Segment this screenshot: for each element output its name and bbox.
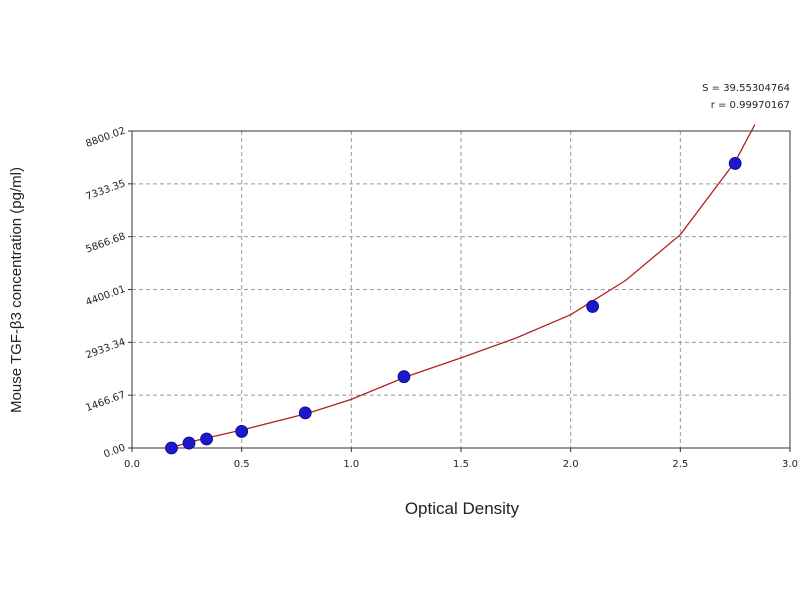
data-point (182, 436, 196, 450)
data-points (165, 157, 742, 455)
x-axis-label: Optical Density (405, 499, 520, 518)
y-tick-label: 8800.02 (84, 125, 127, 149)
data-point (586, 300, 599, 313)
x-tick-label: 0.5 (234, 459, 250, 470)
x-tick-label: 3.0 (782, 459, 798, 470)
y-tick-label: 5866.68 (84, 231, 127, 255)
y-axis-label: Mouse TGF-β3 concentration (pg/ml) (8, 167, 25, 413)
x-tick-label: 0.0 (124, 459, 140, 470)
data-point (728, 157, 742, 170)
stat-s-label: S = 39.55304764 (702, 83, 790, 94)
stat-r-label: r = 0.99970167 (711, 100, 790, 111)
y-tick-label: 1466.67 (84, 390, 127, 414)
x-tick-label: 2.0 (563, 459, 579, 470)
data-point (397, 370, 411, 384)
y-tick-label: 0.00 (102, 442, 127, 460)
x-tick-label: 1.5 (453, 459, 469, 470)
y-tick-label: 4400.01 (84, 284, 127, 308)
data-point (200, 432, 213, 446)
y-tick-label: 2933.34 (84, 337, 127, 361)
y-ticks: 0.00 1466.67 2933.34 4400.01 5866.68 7333.35 8… (84, 125, 132, 460)
x-tick-label: 1.0 (343, 459, 359, 470)
fit-curve-layer (166, 124, 756, 448)
data-point (298, 406, 312, 420)
fit-curve-line (166, 124, 756, 448)
data-point (165, 441, 178, 455)
grid (132, 131, 790, 448)
y-tick-label: 7333.35 (84, 178, 127, 202)
data-point (235, 425, 249, 438)
x-tick-label: 2.5 (672, 459, 688, 470)
x-ticks: 0.0 0.5 1.0 1.5 2.0 2.5 3.0 (124, 448, 798, 470)
